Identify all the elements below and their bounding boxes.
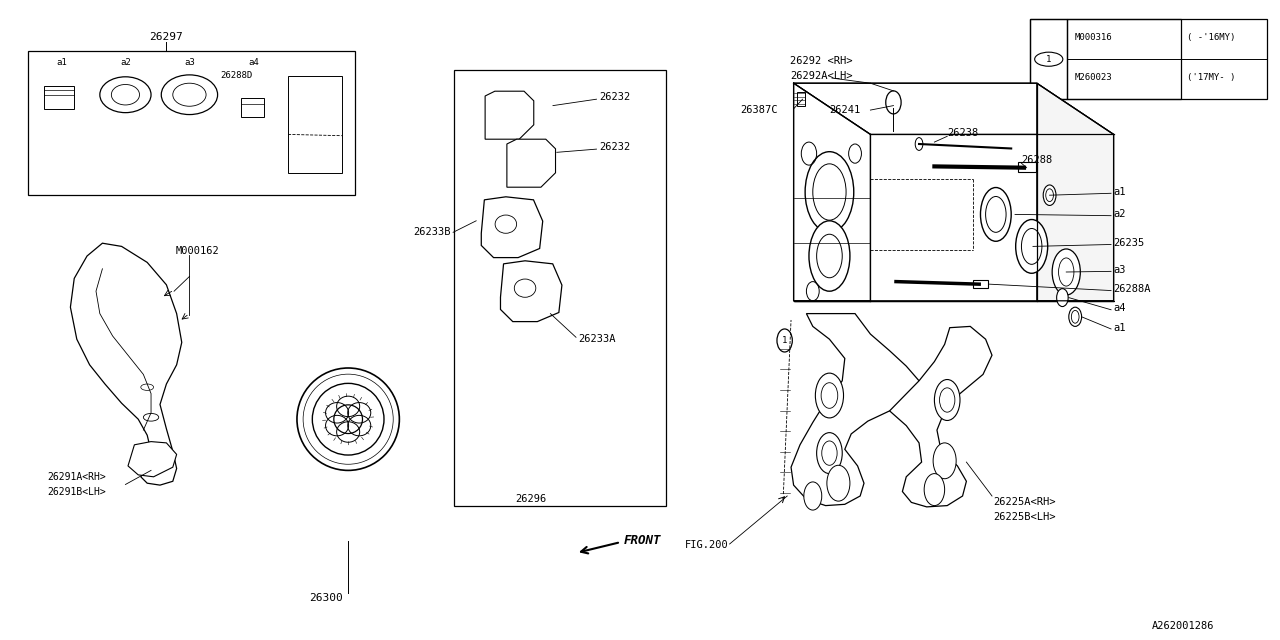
Polygon shape bbox=[128, 442, 177, 477]
Text: A262001286: A262001286 bbox=[1152, 621, 1215, 631]
Text: 26292A<LH>: 26292A<LH> bbox=[790, 70, 852, 81]
Bar bbox=[1018, 162, 1036, 172]
Text: a2: a2 bbox=[120, 58, 131, 67]
Text: 26288A: 26288A bbox=[1114, 284, 1151, 294]
Bar bbox=[241, 98, 264, 117]
Polygon shape bbox=[794, 83, 870, 301]
Bar bbox=[288, 76, 342, 173]
Text: 26225B<LH>: 26225B<LH> bbox=[993, 512, 1056, 522]
Text: 26296: 26296 bbox=[516, 494, 547, 504]
Ellipse shape bbox=[933, 443, 956, 479]
Text: 26291B<LH>: 26291B<LH> bbox=[47, 486, 106, 497]
Text: 26291A<RH>: 26291A<RH> bbox=[47, 472, 106, 482]
Text: a3: a3 bbox=[184, 58, 195, 67]
Ellipse shape bbox=[809, 221, 850, 291]
Polygon shape bbox=[485, 92, 534, 140]
Text: 26233A: 26233A bbox=[579, 334, 616, 344]
Text: a2: a2 bbox=[1114, 209, 1126, 220]
Text: M000162: M000162 bbox=[175, 246, 219, 256]
Bar bbox=[1068, 19, 1180, 99]
Bar bbox=[1030, 19, 1068, 99]
Bar bbox=[797, 92, 805, 106]
Text: 1: 1 bbox=[782, 336, 787, 345]
Text: 1: 1 bbox=[1046, 54, 1051, 64]
Bar bbox=[28, 51, 355, 195]
Ellipse shape bbox=[804, 482, 822, 510]
Polygon shape bbox=[507, 140, 556, 187]
Text: ( -'16MY): ( -'16MY) bbox=[1187, 33, 1235, 42]
Bar bbox=[973, 280, 988, 288]
Text: a1: a1 bbox=[1114, 187, 1126, 197]
Ellipse shape bbox=[805, 152, 854, 232]
Text: 26300: 26300 bbox=[310, 593, 343, 604]
Polygon shape bbox=[481, 197, 543, 257]
Ellipse shape bbox=[924, 474, 945, 506]
Bar bbox=[44, 86, 74, 109]
Polygon shape bbox=[1037, 83, 1114, 301]
Text: 26288: 26288 bbox=[1021, 155, 1052, 165]
Ellipse shape bbox=[817, 433, 842, 474]
Ellipse shape bbox=[1069, 307, 1082, 326]
Text: M000316: M000316 bbox=[1075, 33, 1112, 42]
Text: 26288D: 26288D bbox=[220, 71, 252, 80]
Text: 26297: 26297 bbox=[150, 32, 183, 42]
Text: a1: a1 bbox=[56, 58, 67, 67]
Text: 26232: 26232 bbox=[599, 142, 630, 152]
Text: a4: a4 bbox=[248, 58, 259, 67]
Text: 26232: 26232 bbox=[599, 92, 630, 102]
Text: a1: a1 bbox=[1114, 323, 1126, 333]
Bar bbox=[1030, 19, 1267, 99]
Text: 26238: 26238 bbox=[947, 128, 978, 138]
Polygon shape bbox=[791, 314, 922, 506]
Text: FIG.200: FIG.200 bbox=[685, 540, 728, 550]
Text: a4: a4 bbox=[1114, 303, 1126, 314]
Ellipse shape bbox=[827, 465, 850, 501]
Polygon shape bbox=[70, 243, 182, 485]
Ellipse shape bbox=[1052, 249, 1080, 295]
Text: ('17MY- ): ('17MY- ) bbox=[1187, 73, 1235, 82]
Text: 26225A<RH>: 26225A<RH> bbox=[993, 497, 1056, 508]
Polygon shape bbox=[890, 326, 992, 507]
Polygon shape bbox=[500, 261, 562, 321]
Text: 26241: 26241 bbox=[829, 105, 860, 115]
Text: 26292 <RH>: 26292 <RH> bbox=[790, 56, 852, 66]
Ellipse shape bbox=[1016, 220, 1048, 273]
Text: a3: a3 bbox=[1114, 265, 1126, 275]
Polygon shape bbox=[794, 83, 1114, 134]
Ellipse shape bbox=[980, 188, 1011, 241]
Ellipse shape bbox=[1056, 289, 1068, 307]
Ellipse shape bbox=[1043, 185, 1056, 205]
Text: M260023: M260023 bbox=[1075, 73, 1112, 82]
Bar bbox=[454, 70, 666, 506]
Text: 26233B: 26233B bbox=[413, 227, 451, 237]
Text: FRONT: FRONT bbox=[623, 534, 660, 547]
Ellipse shape bbox=[934, 380, 960, 420]
Text: 26235: 26235 bbox=[1114, 238, 1144, 248]
Ellipse shape bbox=[815, 373, 844, 418]
Text: 26387C: 26387C bbox=[740, 105, 777, 115]
